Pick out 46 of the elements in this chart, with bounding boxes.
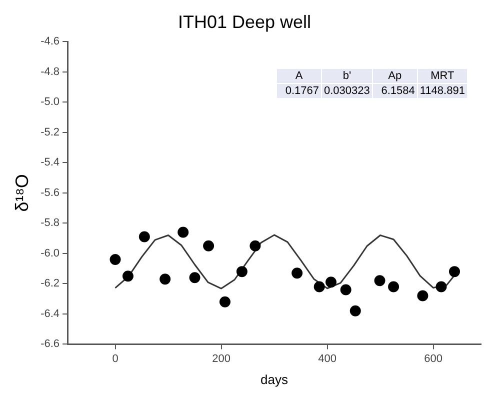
chart-title: ITH01 Deep well [178,12,312,32]
table-cell: 0.030323 [322,84,372,98]
y-tick-label: -6.4 [40,308,60,320]
table-cell: A [277,69,321,83]
y-tick-label: -5.0 [40,96,60,108]
table-cell: MRT [418,69,467,83]
point [374,275,386,286]
point [436,281,447,292]
table-cell: Ap [372,69,417,83]
table-cell: 6.1584 [372,84,417,98]
x-tick-label: 600 [424,352,442,365]
point [110,254,121,265]
point [160,274,171,285]
x-axis-title: days [260,372,289,387]
point [236,266,248,278]
point [138,231,150,242]
point [340,284,352,296]
y-tick-label: -5.6 [40,186,60,199]
table-cell: 1148.891 [418,84,467,98]
y-tick-label: -5.8 [40,217,60,230]
point [388,281,400,292]
point [350,305,361,316]
x-tick-label: 200 [212,352,230,365]
y-tick-label: -6.6 [40,338,60,350]
y-tick-label: -5.4 [40,156,60,169]
y-tick-label: -5.2 [40,126,60,138]
y-tick-label: -6.2 [40,278,60,290]
point [219,296,230,308]
x-tick-label: 0 [112,352,118,365]
point [203,240,214,252]
point [417,290,428,302]
y-tick-label: -4.8 [40,66,60,78]
point [178,226,189,238]
table-cell: b' [322,69,372,83]
table-cell: 0.1767 [277,84,321,98]
point [292,268,303,279]
point [250,240,261,252]
point [122,270,134,282]
y-axis-title: δ¹⁸O [12,174,32,212]
y-tick-label: -4.6 [40,36,60,48]
y-tick-label: -6.0 [40,247,60,260]
point [314,281,325,292]
point [189,272,200,284]
point [448,266,460,278]
point [325,276,336,288]
x-tick-label: 400 [318,352,336,365]
